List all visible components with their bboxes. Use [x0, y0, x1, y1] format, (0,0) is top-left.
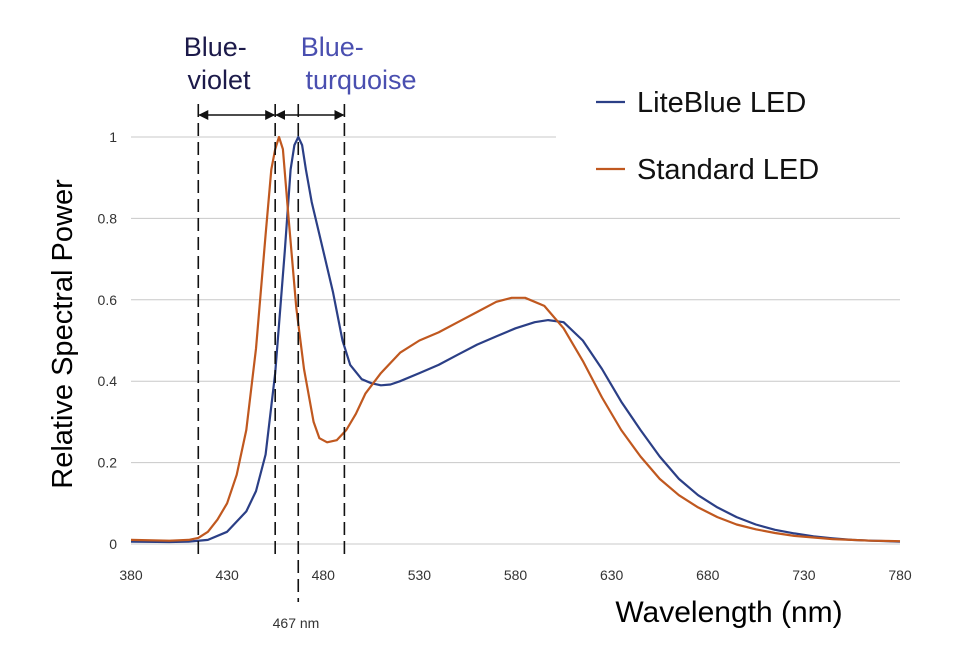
- y-tick-label: 0.8: [98, 210, 118, 226]
- x-axis-title: Wavelength (nm): [615, 596, 842, 629]
- blue-violet-label-line2: violet: [187, 65, 251, 95]
- wavelength-markers: [197, 104, 346, 602]
- blue-turquoise-label-line2: turquoise: [305, 65, 416, 95]
- blue-turquoise-label-line1: Blue-: [301, 32, 364, 62]
- y-tick-label: 0.6: [98, 292, 118, 308]
- series-line-liteblue: [130, 135, 901, 544]
- y-tick-label: 0: [109, 536, 117, 552]
- peak-wavelength-label: 467 nm: [273, 615, 320, 631]
- y-tick-label: 0.2: [98, 455, 118, 471]
- y-tick-label: 1: [109, 129, 117, 145]
- y-tick-label: 0.4: [98, 373, 118, 389]
- legend-label-standard: Standard LED: [637, 154, 819, 186]
- series-lines: [130, 135, 901, 544]
- x-tick-label: 780: [888, 567, 912, 583]
- y-tick-labels: 0 0.2 0.4 0.6 0.8 1: [98, 129, 118, 552]
- legend-label-liteblue: LiteBlue LED: [637, 87, 806, 119]
- blue-turquoise-label: Blue- turquoise: [301, 32, 417, 95]
- x-tick-label: 580: [504, 567, 528, 583]
- x-tick-label: 630: [600, 567, 624, 583]
- x-tick-label: 430: [215, 567, 239, 583]
- x-tick-label: 380: [119, 567, 143, 583]
- x-tick-label: 480: [312, 567, 336, 583]
- x-tick-label: 530: [408, 567, 432, 583]
- series-line-standard: [130, 135, 901, 543]
- x-tick-label: 730: [792, 567, 816, 583]
- y-axis-title: Relative Spectral Power: [47, 179, 79, 489]
- blue-violet-label: Blue- violet: [184, 32, 255, 95]
- x-tick-labels: 380 430 480 530 580 630 680 730 780: [119, 567, 912, 583]
- legend: LiteBlue LED Standard LED: [596, 87, 819, 186]
- x-tick-label: 680: [696, 567, 720, 583]
- blue-violet-label-line1: Blue-: [184, 32, 247, 62]
- gridlines: [131, 136, 900, 545]
